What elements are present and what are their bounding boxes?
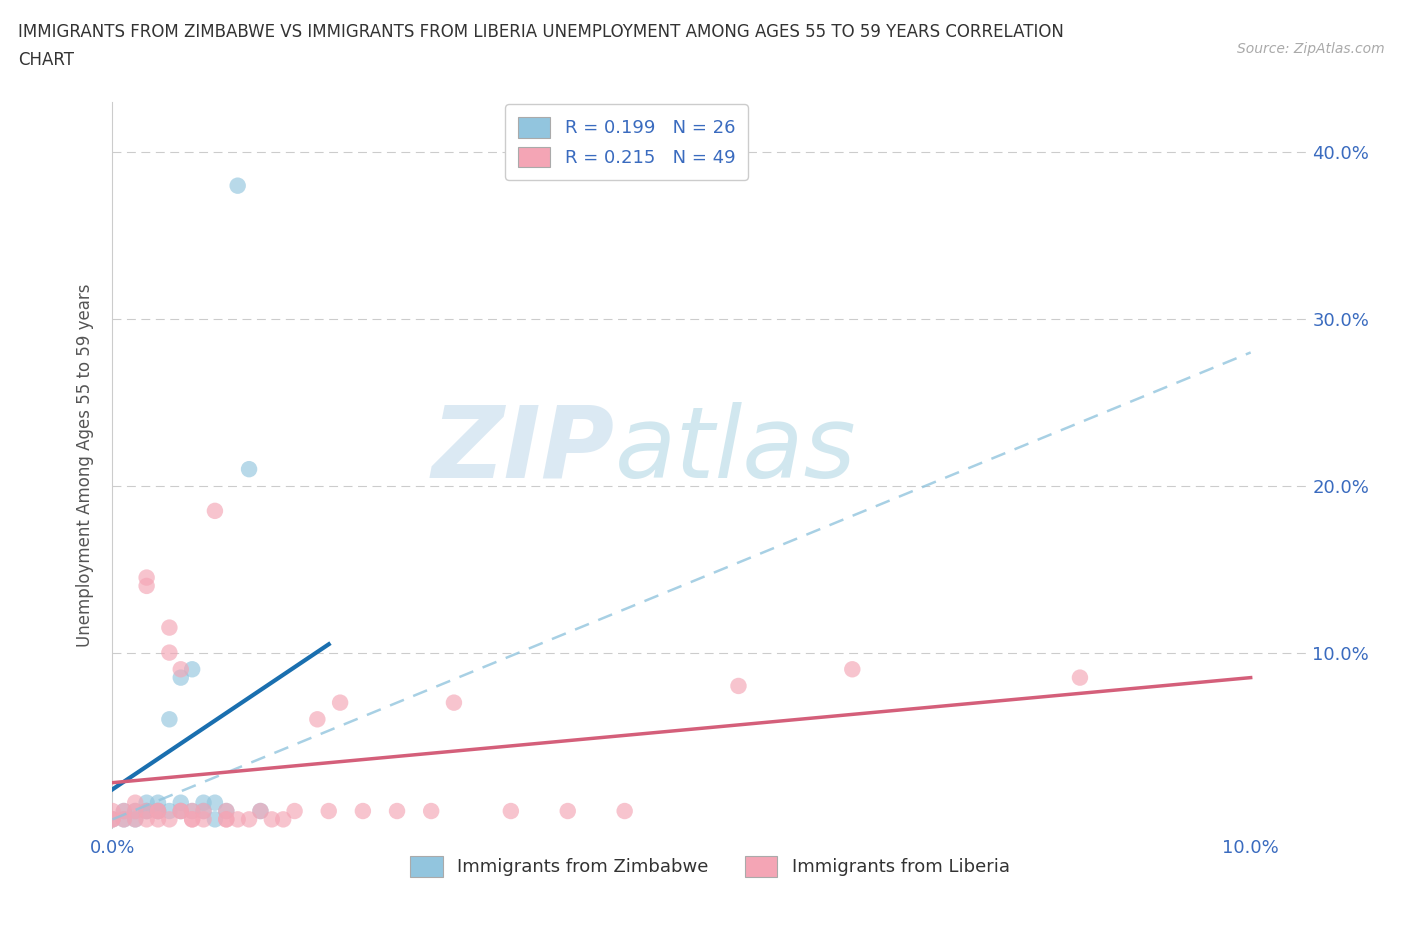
Point <box>271 812 294 827</box>
Point <box>226 812 249 827</box>
Point <box>249 804 271 818</box>
Point <box>146 804 169 818</box>
Point <box>443 696 465 711</box>
Point <box>124 804 146 818</box>
Point <box>157 812 180 827</box>
Point <box>101 812 124 827</box>
Point <box>170 671 193 685</box>
Point <box>352 804 374 818</box>
Legend: Immigrants from Zimbabwe, Immigrants from Liberia: Immigrants from Zimbabwe, Immigrants fro… <box>404 849 1017 884</box>
Point <box>215 804 238 818</box>
Point <box>124 812 146 827</box>
Point <box>101 804 124 818</box>
Point <box>135 812 157 827</box>
Point <box>193 804 215 818</box>
Point <box>181 662 204 677</box>
Point <box>181 804 204 818</box>
Y-axis label: Unemployment Among Ages 55 to 59 years: Unemployment Among Ages 55 to 59 years <box>76 284 94 646</box>
Point <box>135 578 157 593</box>
Point <box>215 804 238 818</box>
Point <box>170 804 193 818</box>
Point <box>170 795 193 810</box>
Point <box>170 804 193 818</box>
Point <box>157 645 180 660</box>
Text: IMMIGRANTS FROM ZIMBABWE VS IMMIGRANTS FROM LIBERIA UNEMPLOYMENT AMONG AGES 55 T: IMMIGRANTS FROM ZIMBABWE VS IMMIGRANTS F… <box>18 23 1064 41</box>
Point <box>170 804 193 818</box>
Point <box>157 620 180 635</box>
Point <box>727 679 749 694</box>
Point <box>157 711 180 726</box>
Point <box>181 812 204 827</box>
Point <box>101 812 124 827</box>
Point <box>135 795 157 810</box>
Point <box>124 804 146 818</box>
Point <box>193 804 215 818</box>
Point <box>215 812 238 827</box>
Point <box>112 812 135 827</box>
Point <box>181 804 204 818</box>
Point <box>238 461 260 476</box>
Point <box>124 795 146 810</box>
Point <box>193 795 215 810</box>
Point <box>135 804 157 818</box>
Point <box>170 662 193 677</box>
Point <box>1069 671 1091 685</box>
Point <box>204 795 226 810</box>
Point <box>112 804 135 818</box>
Point <box>146 804 169 818</box>
Text: ZIP: ZIP <box>432 402 614 499</box>
Point <box>318 804 340 818</box>
Point <box>146 804 169 818</box>
Point <box>204 812 226 827</box>
Point <box>204 503 226 518</box>
Point <box>146 795 169 810</box>
Text: CHART: CHART <box>18 51 75 69</box>
Text: Source: ZipAtlas.com: Source: ZipAtlas.com <box>1237 42 1385 56</box>
Point <box>124 812 146 827</box>
Point <box>135 804 157 818</box>
Point <box>226 179 249 193</box>
Point <box>238 812 260 827</box>
Point <box>329 696 352 711</box>
Point <box>385 804 408 818</box>
Point <box>146 804 169 818</box>
Point <box>499 804 522 818</box>
Text: atlas: atlas <box>614 402 856 499</box>
Point <box>135 804 157 818</box>
Point <box>146 812 169 827</box>
Point <box>307 711 329 726</box>
Point <box>841 662 863 677</box>
Point <box>613 804 636 818</box>
Point <box>557 804 579 818</box>
Point <box>157 804 180 818</box>
Point <box>101 812 124 827</box>
Point <box>112 812 135 827</box>
Point <box>193 812 215 827</box>
Point <box>215 812 238 827</box>
Point <box>260 812 283 827</box>
Point <box>181 812 204 827</box>
Point <box>249 804 271 818</box>
Point <box>420 804 443 818</box>
Point <box>135 570 157 585</box>
Point <box>284 804 307 818</box>
Point <box>112 804 135 818</box>
